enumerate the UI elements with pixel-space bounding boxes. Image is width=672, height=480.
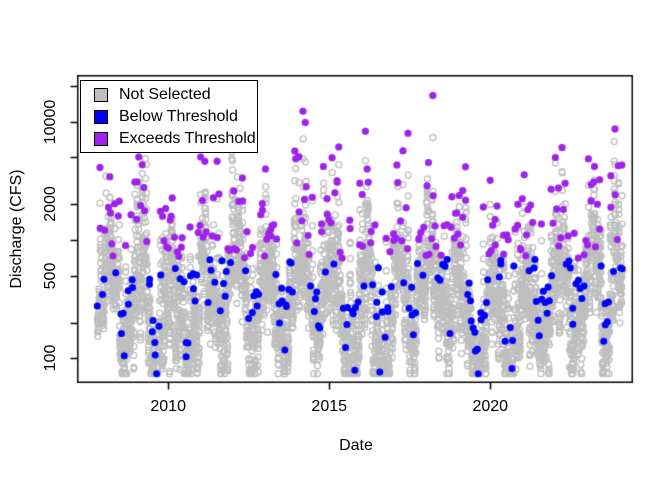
legend-label: Not Selected (119, 85, 211, 103)
x-tick-label: 2015 (311, 398, 348, 415)
x-tick-label: 2010 (150, 398, 186, 415)
legend-entry-below-threshold: Below Threshold (94, 108, 257, 126)
x-axis-title: Date (339, 437, 373, 454)
legend-entry-not-selected: Not Selected (94, 86, 257, 104)
legend-label: Exceeds Threshold (119, 129, 256, 147)
x-tick-label: 2020 (472, 398, 509, 415)
y-tick-label: 500 (42, 262, 59, 289)
below-threshold-swatch-icon (94, 109, 108, 124)
y-axis-title: Discharge (CFS) (8, 169, 25, 289)
exceeds-threshold-swatch-icon (94, 131, 108, 146)
legend-entry-exceeds-threshold: Exceeds Threshold (94, 130, 257, 148)
y-tick-label: 10000 (42, 99, 59, 144)
y-tick-label: 100 (42, 344, 59, 372)
y-tick-label: 2000 (42, 186, 59, 223)
legend-box: Not Selected Below Threshold Exceeds Thr… (80, 80, 258, 153)
not-selected-swatch-icon (94, 87, 108, 102)
legend-label: Below Threshold (119, 107, 238, 125)
